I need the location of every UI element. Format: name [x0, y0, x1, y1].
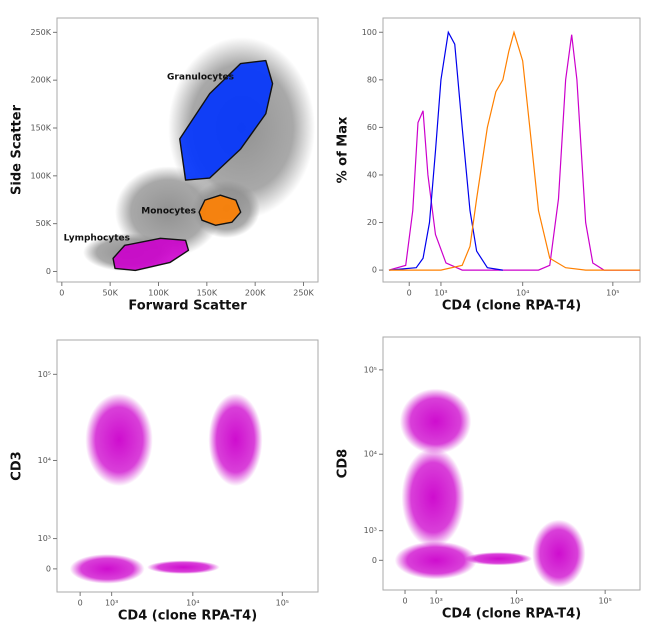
- y-tick-label: 10³: [38, 534, 51, 543]
- y-tick-label: 50K: [36, 219, 52, 228]
- gate-label: Granulocytes: [167, 73, 234, 83]
- gate-label: Monocytes: [141, 207, 196, 217]
- y-tick-label: 200K: [30, 76, 51, 85]
- y-tick-label: 10⁴: [38, 456, 51, 465]
- y-tick-label: 20: [367, 218, 377, 227]
- gate-label: Lymphocytes: [64, 234, 130, 244]
- plot-frame: [56, 339, 319, 593]
- event-population: [85, 393, 153, 487]
- x-tick-label: 100K: [148, 289, 169, 298]
- x-tick-label: 10⁵: [276, 599, 289, 608]
- x-tick-label: 0: [78, 599, 83, 608]
- y-tick-label: 10³: [364, 526, 377, 535]
- gate: [198, 194, 242, 226]
- x-tick-label: 10³: [430, 597, 443, 606]
- y-tick-label: 10⁵: [38, 370, 51, 379]
- event-population: [394, 541, 477, 580]
- y-tick-label: 10⁵: [364, 365, 377, 374]
- y-tick-label: 150K: [30, 124, 51, 133]
- histogram-line: [388, 34, 640, 271]
- y-tick-label: 0: [46, 267, 51, 276]
- x-tick-label: 0: [402, 597, 407, 606]
- x-tick-label: 10³: [105, 599, 118, 608]
- x-tick-label: 250K: [293, 289, 314, 298]
- y-tick-label: 40: [367, 170, 377, 179]
- y-axis-label: % of Max: [336, 116, 351, 183]
- y-axis-label: Side Scatter: [10, 104, 25, 195]
- x-tick-label: 10⁴: [186, 599, 199, 608]
- y-tick-label: 0: [46, 564, 51, 573]
- event-population: [399, 388, 472, 455]
- x-tick-label: 0: [407, 289, 412, 298]
- y-tick-label: 80: [367, 75, 377, 84]
- y-axis-label: CD8: [336, 449, 351, 478]
- x-tick-label: 10⁴: [516, 289, 529, 298]
- plot-frame: [56, 17, 319, 283]
- x-tick-label: 10⁴: [510, 597, 523, 606]
- y-tick-label: 0: [372, 266, 377, 275]
- x-tick-label: 150K: [197, 289, 218, 298]
- x-tick-label: 10⁵: [606, 289, 619, 298]
- y-tick-label: 0: [372, 556, 377, 565]
- x-tick-label: 200K: [245, 289, 266, 298]
- gate: [112, 237, 190, 272]
- event-population: [69, 554, 145, 584]
- x-axis-label: CD4 (clone RPA-T4): [118, 609, 257, 624]
- y-tick-label: 10⁴: [364, 450, 377, 459]
- x-axis-label: CD4 (clone RPA-T4): [442, 607, 581, 622]
- y-tick-label: 100K: [30, 171, 51, 180]
- x-axis-label: CD4 (clone RPA-T4): [442, 299, 581, 314]
- event-population: [532, 519, 586, 588]
- y-tick-label: 100: [362, 28, 377, 37]
- event-population: [401, 447, 465, 548]
- y-axis-label: CD3: [10, 451, 25, 480]
- event-population: [208, 393, 263, 487]
- event-population: [147, 560, 220, 574]
- y-tick-label: 60: [367, 123, 377, 132]
- gate: [179, 59, 274, 181]
- x-axis-label: Forward Scatter: [128, 299, 247, 314]
- y-tick-label: 250K: [30, 28, 51, 37]
- x-tick-label: 10³: [434, 289, 447, 298]
- x-tick-label: 10⁵: [598, 597, 611, 606]
- event-population: [464, 552, 533, 566]
- x-tick-label: 50K: [102, 289, 118, 298]
- histogram-line: [388, 30, 503, 271]
- plot-frame: [382, 336, 641, 591]
- histogram-line: [388, 30, 640, 271]
- x-tick-label: 0: [59, 289, 64, 298]
- plot-frame: [382, 17, 641, 283]
